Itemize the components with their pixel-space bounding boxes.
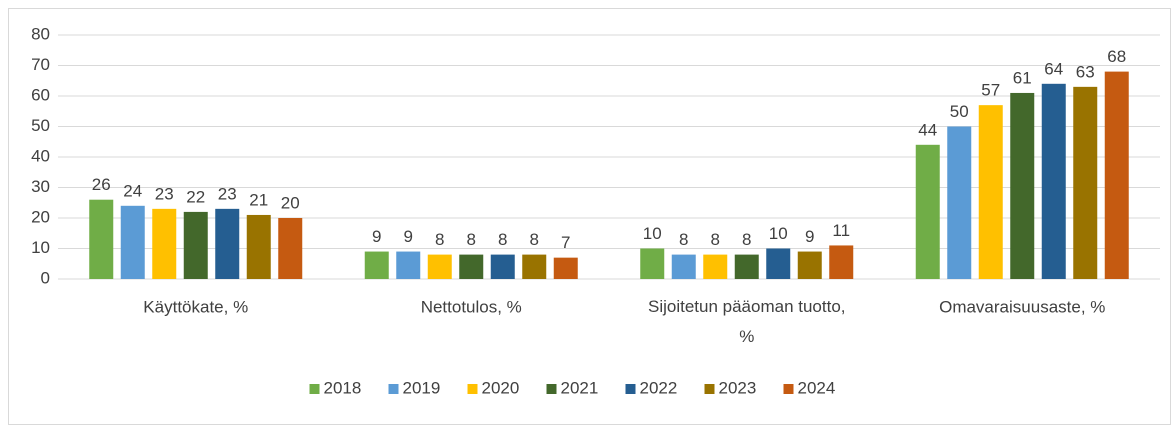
x-tick-label: Omavaraisuusaste, % [939,297,1105,316]
data-label: 22 [186,187,205,206]
bar [553,257,578,279]
bar [829,245,854,279]
x-tick-label: Nettotulos, % [421,297,522,316]
y-tick-label: 30 [31,177,50,196]
data-label: 8 [498,230,507,249]
y-tick-label: 40 [31,146,50,165]
bar [459,254,484,279]
bar [734,254,759,279]
data-label: 10 [643,224,662,243]
data-label: 26 [92,175,111,194]
bar [246,214,271,279]
data-label: 24 [123,181,142,200]
legend-label: 2019 [403,378,441,397]
data-label: 50 [950,102,969,121]
y-tick-label: 0 [41,268,50,287]
bar [766,248,791,279]
bar [671,254,696,279]
legend-swatch [388,384,399,394]
bar [427,254,452,279]
bar [278,218,303,279]
legend-swatch [309,384,320,394]
data-label: 8 [435,230,444,249]
legend-swatch [546,384,557,394]
y-tick-label: 70 [31,55,50,74]
data-label: 61 [1013,68,1032,87]
data-label: 9 [404,227,413,246]
y-tick-label: 50 [31,116,50,135]
legend-label: 2023 [719,378,757,397]
bar [490,254,515,279]
data-label: 64 [1044,59,1063,78]
legend-label: 2020 [482,378,520,397]
legend-label: 2018 [324,378,362,397]
data-label: 11 [832,221,850,240]
bar [947,126,972,279]
bar [183,211,208,279]
bar [1104,71,1129,279]
bar [978,105,1003,280]
legend-label: 2024 [798,378,836,397]
data-label: 9 [805,227,814,246]
data-label: 57 [981,81,1000,100]
bar [364,251,389,279]
x-tick-label: Sijoitetun pääoman tuotto,% [648,297,846,346]
bar [120,205,145,279]
bar [89,199,114,279]
data-label: 20 [281,193,300,212]
bar [703,254,728,279]
data-label: 8 [530,230,539,249]
data-label: 9 [372,227,381,246]
data-label: 8 [742,230,751,249]
data-label: 23 [155,184,174,203]
data-label: 63 [1076,62,1095,81]
bar [522,254,547,279]
legend-swatch [783,384,794,394]
y-tick-label: 60 [31,85,50,104]
data-label: 68 [1107,47,1126,66]
bar [1010,92,1035,279]
bar [797,251,822,279]
legend-label: 2021 [561,378,599,397]
bar [152,208,177,279]
y-tick-label: 20 [31,207,50,226]
data-label: 8 [679,230,688,249]
legend-swatch [467,384,478,394]
bar [396,251,421,279]
data-label: 10 [769,224,788,243]
data-label: 7 [561,233,570,252]
legend-swatch [704,384,715,394]
data-label: 44 [918,120,937,139]
data-label: 8 [711,230,720,249]
bar [215,208,240,279]
bar [1073,86,1098,279]
data-label: 8 [467,230,476,249]
data-label: 23 [218,184,237,203]
legend-label: 2022 [640,378,678,397]
y-tick-label: 10 [31,238,50,257]
x-tick-label: Käyttökate, % [143,297,248,316]
bar [1041,83,1066,279]
y-tick-label: 80 [31,24,50,43]
data-label: 21 [249,190,268,209]
legend-swatch [625,384,636,394]
bar [915,144,940,279]
bar [640,248,665,279]
